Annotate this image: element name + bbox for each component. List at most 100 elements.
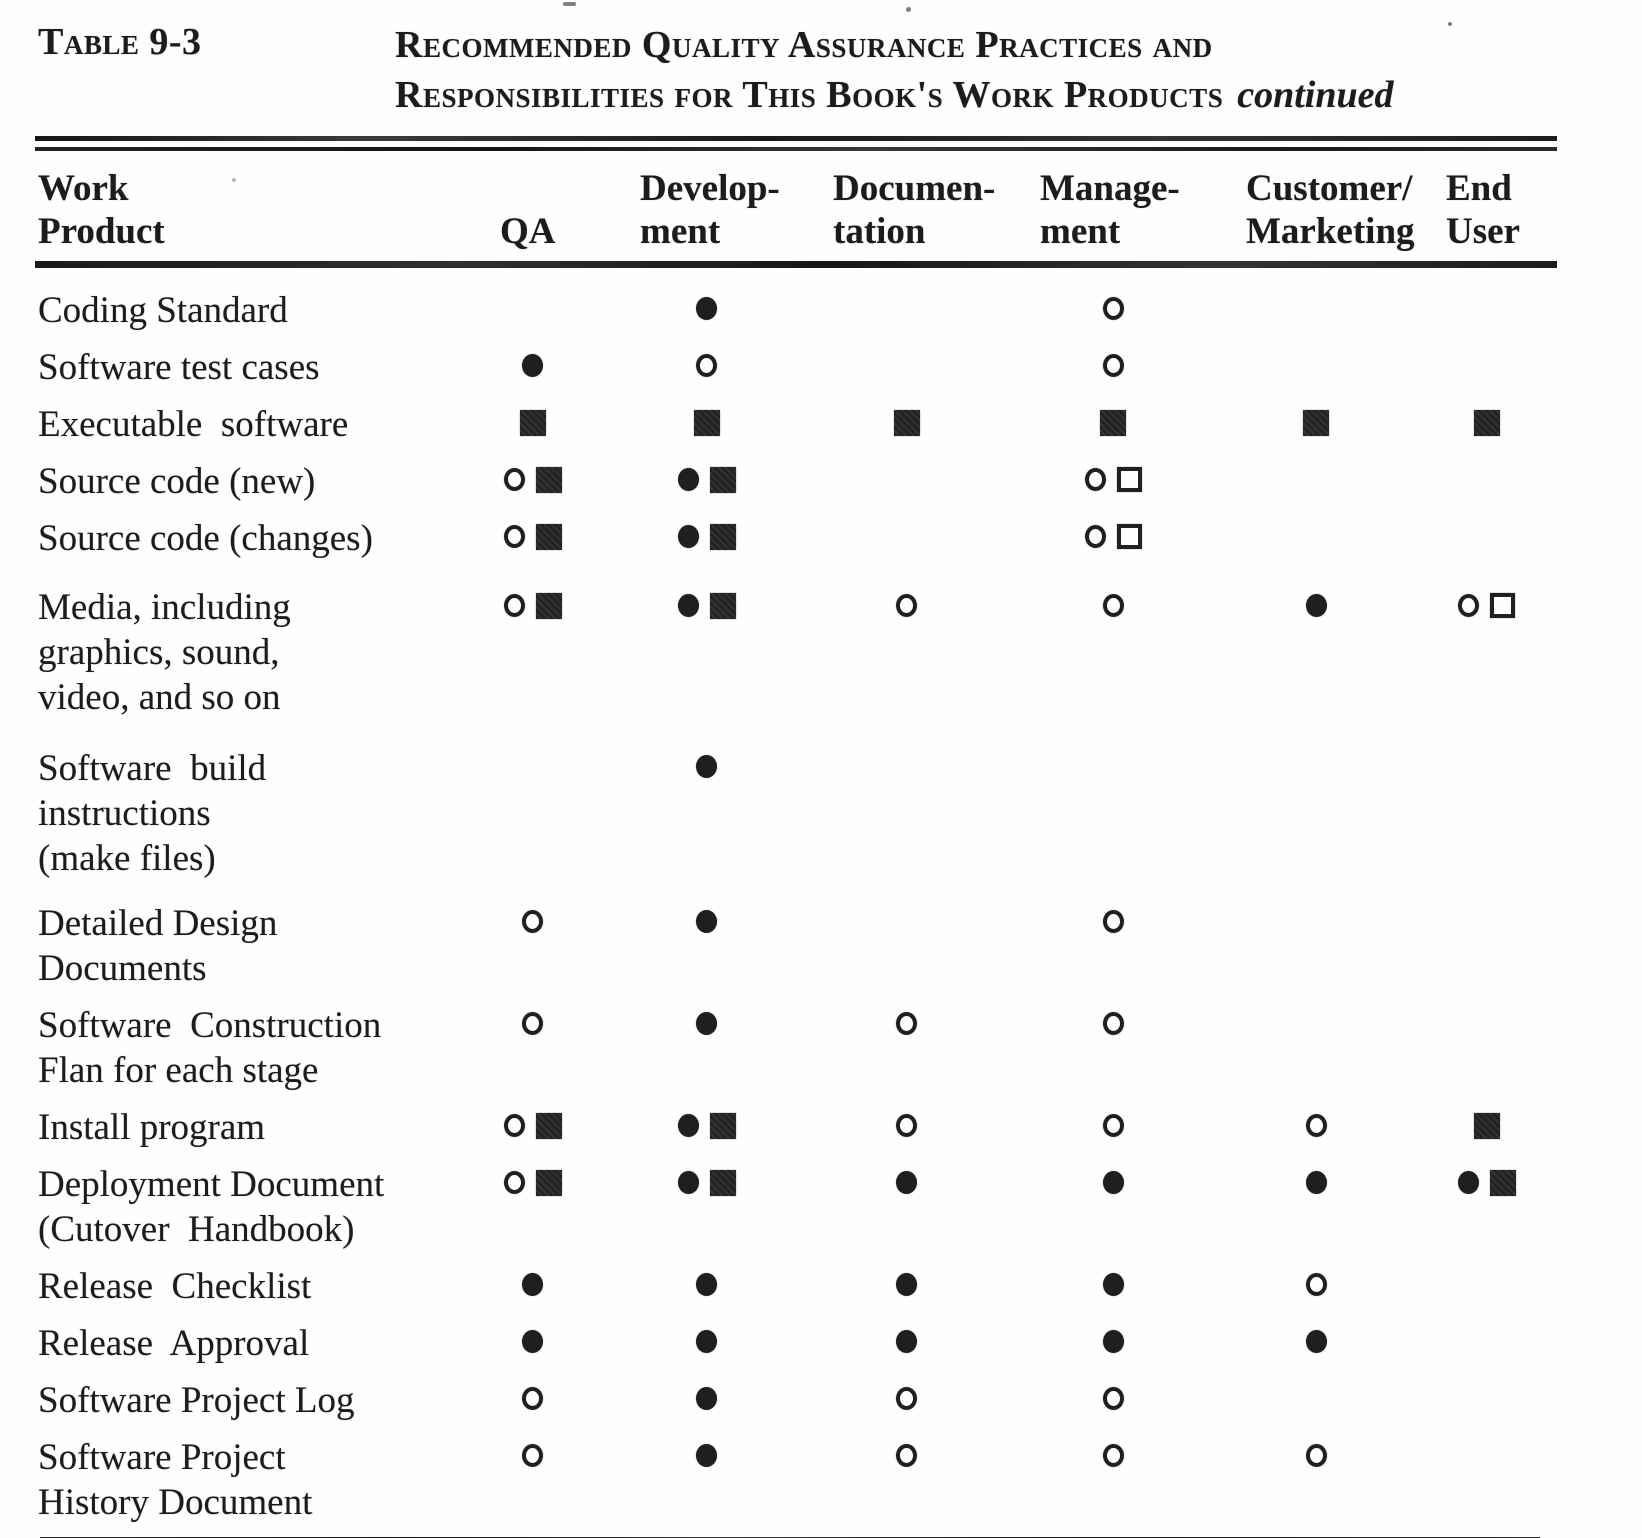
cell-customer_marketing [1216,459,1416,504]
work-product-name: Media, including graphics, sound, video,… [38,587,291,718]
cell-development [610,402,803,447]
cell-qa [455,1003,610,1093]
cell-qa [455,1264,610,1309]
cell-customer_marketing [1216,1378,1416,1423]
column-header-customer_marketing: Customer/ Marketing [1246,168,1415,252]
table-title-line1: Recommended Quality Assurance Practices … [395,24,1213,66]
work-product-name: Software build instructions (make files) [38,748,267,879]
open-circle-symbol [896,1387,917,1410]
work-product-name: Deployment Document (Cutover Handbook) [38,1164,385,1250]
cell-end_user [1416,746,1557,881]
cell-end_user [1416,901,1557,991]
filled-circle-symbol [677,594,699,617]
cell-documentation [803,288,1010,333]
cell-customer_marketing [1216,402,1416,447]
open-circle-symbol [896,1012,917,1035]
cell-qa [455,345,610,390]
open-circle-symbol [696,354,717,377]
filled-circle-symbol [522,1330,543,1353]
cell-qa [455,459,610,504]
table-row: Software Project Log [35,1378,1642,1423]
cell-management [1010,746,1216,881]
open-circle-symbol [503,1171,525,1194]
cell-customer_marketing [1216,288,1416,333]
cell-qa [455,585,610,720]
cell-documentation [803,1435,1010,1525]
cell-end_user [1416,1264,1557,1309]
cell-development [610,746,803,881]
filled-circle-symbol [1305,1330,1327,1353]
filled-circle-symbol [896,1273,917,1296]
cell-development [610,1264,803,1309]
cell-documentation [803,345,1010,390]
filled-square-symbol [709,467,736,493]
cell-end_user [1416,1105,1557,1150]
cell-customer_marketing [1216,1003,1416,1093]
cell-management [1010,1435,1216,1525]
filled-square-symbol [693,410,720,436]
cell-management [1010,288,1216,333]
cell-qa [455,516,610,561]
column-header-end_user: End User [1446,168,1520,252]
top-double-rule [35,136,1557,151]
cell-customer_marketing [1216,1321,1416,1366]
rule-line [35,136,1557,141]
table-row: Release Checklist [35,1264,1642,1309]
open-circle-symbol [503,525,525,548]
filled-square-symbol [1473,410,1500,436]
cell-management [1010,1378,1216,1423]
table-row: Install program [35,1105,1642,1150]
cell-end_user [1416,288,1557,333]
open-circle-symbol [1305,1114,1327,1137]
cell-development [610,345,803,390]
open-circle-symbol [522,1012,543,1035]
cell-development [610,1162,803,1252]
filled-circle-symbol [696,1012,717,1035]
open-circle-symbol [1084,525,1106,548]
scan-speck [232,178,236,182]
cell-documentation [803,1321,1010,1366]
filled-square-symbol [519,410,546,436]
filled-square-symbol [535,593,562,619]
cell-documentation [803,402,1010,447]
continued-marker: continued [1237,74,1394,116]
table-row: Media, including graphics, sound, video,… [35,585,1642,720]
filled-circle-symbol [696,1387,717,1410]
cell-qa [455,1378,610,1423]
work-product-name: Software Project History Document [38,1437,313,1523]
filled-circle-symbol [696,910,717,933]
cell-development [610,585,803,720]
cell-development [610,1435,803,1525]
cell-documentation [803,901,1010,991]
work-product-name: Source code (changes) [38,518,373,559]
work-product-name: Executable software [38,404,349,445]
table-row: Software Project History Document [35,1435,1642,1525]
open-circle-symbol [1102,1114,1124,1137]
cell-management [1010,585,1216,720]
column-header-work_product: Work Product [38,168,165,252]
table-number-label: Table 9-3 [38,21,202,63]
open-circle-symbol [503,468,525,491]
filled-circle-symbol [696,1330,717,1353]
filled-square-symbol [1473,1113,1500,1139]
filled-square-symbol [1489,1170,1516,1196]
open-square-symbol [1116,467,1142,492]
cell-end_user [1416,1321,1557,1366]
work-product-name: Release Checklist [38,1266,312,1307]
open-circle-symbol [1305,1273,1327,1296]
filled-circle-symbol [1102,1273,1124,1296]
cell-customer_marketing [1216,1105,1416,1150]
cell-development [610,459,803,504]
table-row: Source code (new) [35,459,1642,504]
cell-qa [455,1435,610,1525]
open-circle-symbol [1102,594,1124,617]
open-circle-symbol [1102,354,1124,377]
filled-circle-symbol [677,468,699,491]
cell-end_user [1416,459,1557,504]
rule-line [35,147,1557,151]
filled-circle-symbol [1102,1330,1124,1353]
cell-management [1010,1321,1216,1366]
cell-development [610,1003,803,1093]
table-row: Detailed Design Documents [35,901,1642,991]
work-product-name: Software Construction Flan for each stag… [38,1005,382,1091]
